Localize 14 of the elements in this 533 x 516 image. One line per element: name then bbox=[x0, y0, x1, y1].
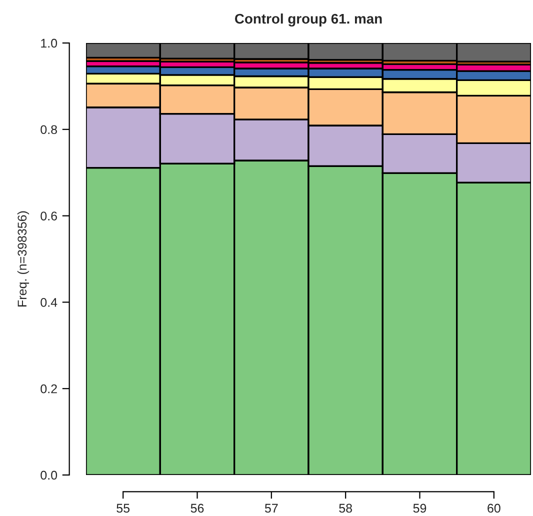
y-tick-label: 0.4 bbox=[40, 298, 58, 307]
x-tick-label: 59 bbox=[413, 504, 426, 513]
x-tick-label: 60 bbox=[488, 504, 500, 513]
x-tick-label: 57 bbox=[264, 504, 278, 513]
x-tick-label: 55 bbox=[116, 504, 130, 513]
y-tick-label: 1.0 bbox=[41, 38, 58, 48]
x-tick-label: 56 bbox=[190, 504, 204, 513]
y-tick-label: 0.8 bbox=[40, 125, 57, 134]
x-tick-label: 58 bbox=[339, 504, 352, 513]
y-tick-label: 0.2 bbox=[40, 384, 57, 394]
y-tick-label: 0.0 bbox=[40, 470, 58, 480]
y-tick-label: 0.6 bbox=[40, 212, 57, 220]
y-axis-title: Freq. (n=398356) bbox=[17, 211, 30, 306]
chart-title: Control group 61. man bbox=[235, 13, 382, 26]
